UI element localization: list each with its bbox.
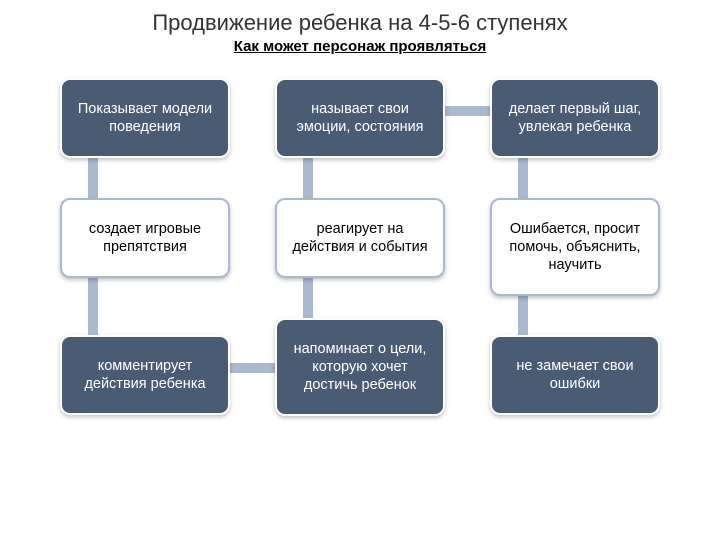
diagram-box: комментирует действия ребенка <box>60 335 230 415</box>
diagram-box: делает первый шаг, увлекая ребенка <box>490 78 660 158</box>
diagram-box: Ошибается, просит помочь, объяснить, нау… <box>490 198 660 296</box>
connector <box>88 156 98 200</box>
diagram-box: называет свои эмоции, состояния <box>275 78 445 158</box>
diagram-box-label: создает игровые препятствия <box>72 220 218 256</box>
diagram-box-label: Показывает модели поведения <box>72 100 218 136</box>
diagram-box: не замечает свои ошибки <box>490 335 660 415</box>
connector <box>443 106 492 116</box>
diagram-box-label: комментирует действия ребенка <box>72 357 218 393</box>
diagram-box-label: не замечает свои ошибки <box>502 357 648 393</box>
diagram-box-label: делает первый шаг, увлекая ребенка <box>502 100 648 136</box>
diagram-box: реагирует на действия и события <box>275 198 445 278</box>
diagram-box: напоминает о цели, которую хочет достичь… <box>275 318 445 416</box>
diagram-box-label: напоминает о цели, которую хочет достичь… <box>287 340 433 394</box>
connector <box>518 156 528 200</box>
diagram-box: создает игровые препятствия <box>60 198 230 278</box>
connector <box>303 156 313 200</box>
page-subtitle: Как может персонаж проявляться <box>0 38 720 55</box>
diagram-box-label: называет свои эмоции, состояния <box>287 100 433 136</box>
diagram-box: Показывает модели поведения <box>60 78 230 158</box>
diagram-box-label: реагирует на действия и события <box>287 220 433 256</box>
connector <box>228 363 277 373</box>
page-title: Продвижение ребенка на 4-5-6 ступенях <box>0 0 720 36</box>
connector <box>518 294 528 337</box>
connector <box>303 276 313 320</box>
diagram-canvas: Показывает модели поведения создает игров… <box>0 60 720 540</box>
connector <box>88 276 98 337</box>
diagram-box-label: Ошибается, просит помочь, объяснить, нау… <box>502 220 648 274</box>
